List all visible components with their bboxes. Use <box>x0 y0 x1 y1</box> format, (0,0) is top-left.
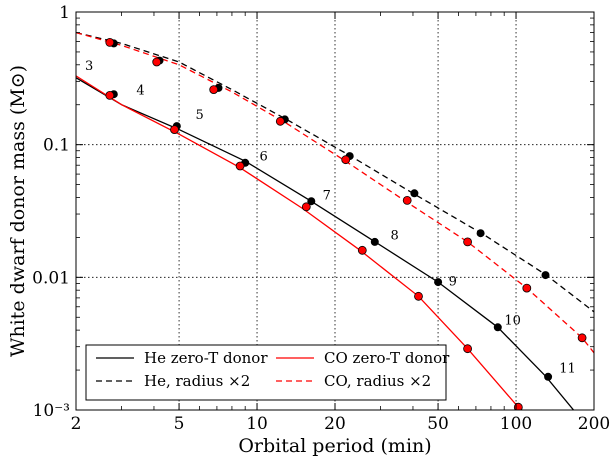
data-point-co-radius-2 <box>209 85 219 94</box>
y-tick-label: 0.01 <box>32 268 70 288</box>
data-point-he-radius-2 <box>476 229 485 238</box>
data-point-he-zero-t-donor <box>544 372 553 381</box>
x-tick-label: 5 <box>174 414 185 434</box>
orbital-period-label: 4 <box>136 84 144 99</box>
orbital-period-label: 10 <box>504 314 521 329</box>
legend: He zero-T donor CO zero-T donor He, radius… <box>85 344 450 401</box>
x-tick-label: 10 <box>246 414 268 434</box>
data-point-he-zero-t-donor <box>434 278 443 287</box>
y-axis-label: White dwarf donor mass (M⊙) <box>7 65 29 357</box>
x-tick-label: 20 <box>324 414 346 434</box>
orbital-period-label: 11 <box>559 361 576 376</box>
orbital-period-label: 3 <box>85 59 93 74</box>
orbital-period-label: 5 <box>195 108 203 123</box>
axis-ticks <box>75 11 595 411</box>
data-point-co-zero-t-donor <box>170 125 179 135</box>
series-line-he-radius-2 <box>76 31 594 313</box>
data-point-co-radius-2 <box>522 283 532 293</box>
series-line-he-zero-t-donor <box>76 77 575 410</box>
orbital-period-label: 8 <box>391 229 399 244</box>
data-point-co-radius-2 <box>275 116 285 126</box>
data-point-co-zero-t-donor <box>301 202 311 212</box>
tick-labels: 2 5 10 20 50 100 200 1 0.1 0.01 10⁻³ <box>32 3 610 434</box>
x-tick-label: 2 <box>71 414 82 434</box>
orbital-period-label: 7 <box>323 189 331 204</box>
data-point-co-zero-t-donor <box>357 245 367 255</box>
data-point-he-radius-2 <box>410 189 419 198</box>
y-tick-label: 10⁻³ <box>33 401 70 421</box>
data-point-co-radius-2 <box>152 57 162 67</box>
legend-label: CO zero-T donor <box>324 349 450 367</box>
data-point-co-radius-2 <box>105 38 115 47</box>
legend-label: He, radius ×2 <box>144 372 250 390</box>
y-tick-label: 0.1 <box>43 136 70 156</box>
x-tick-label: 50 <box>427 414 449 434</box>
x-axis-label: Orbital period (min) <box>238 435 431 457</box>
data-point-co-radius-2 <box>402 195 412 205</box>
orbital-period-label: 9 <box>449 274 457 289</box>
data-point-he-radius-2 <box>541 271 550 280</box>
legend-box <box>85 344 447 401</box>
legend-label: CO, radius ×2 <box>324 372 431 390</box>
data-point-co-zero-t-donor <box>235 161 245 171</box>
data-point-co-radius-2 <box>463 237 473 247</box>
x-tick-label: 100 <box>500 414 532 434</box>
data-point-co-radius-2 <box>577 333 587 343</box>
legend-label: He zero-T donor <box>144 349 268 367</box>
data-point-co-zero-t-donor <box>414 291 423 301</box>
data-point-he-zero-t-donor <box>307 197 316 206</box>
y-tick-label: 1 <box>59 3 70 23</box>
series-layer <box>76 31 594 410</box>
x-tick-label: 200 <box>578 414 610 434</box>
annotation-layer: 3 4 5 6 7 8 9 10 11 <box>85 59 576 376</box>
data-point-co-zero-t-donor <box>463 344 473 354</box>
orbital-period-label: 6 <box>259 149 267 164</box>
data-point-he-zero-t-donor <box>493 323 502 332</box>
data-point-co-radius-2 <box>341 155 351 165</box>
data-point-co-zero-t-donor <box>105 91 115 100</box>
data-point-he-zero-t-donor <box>370 237 379 246</box>
